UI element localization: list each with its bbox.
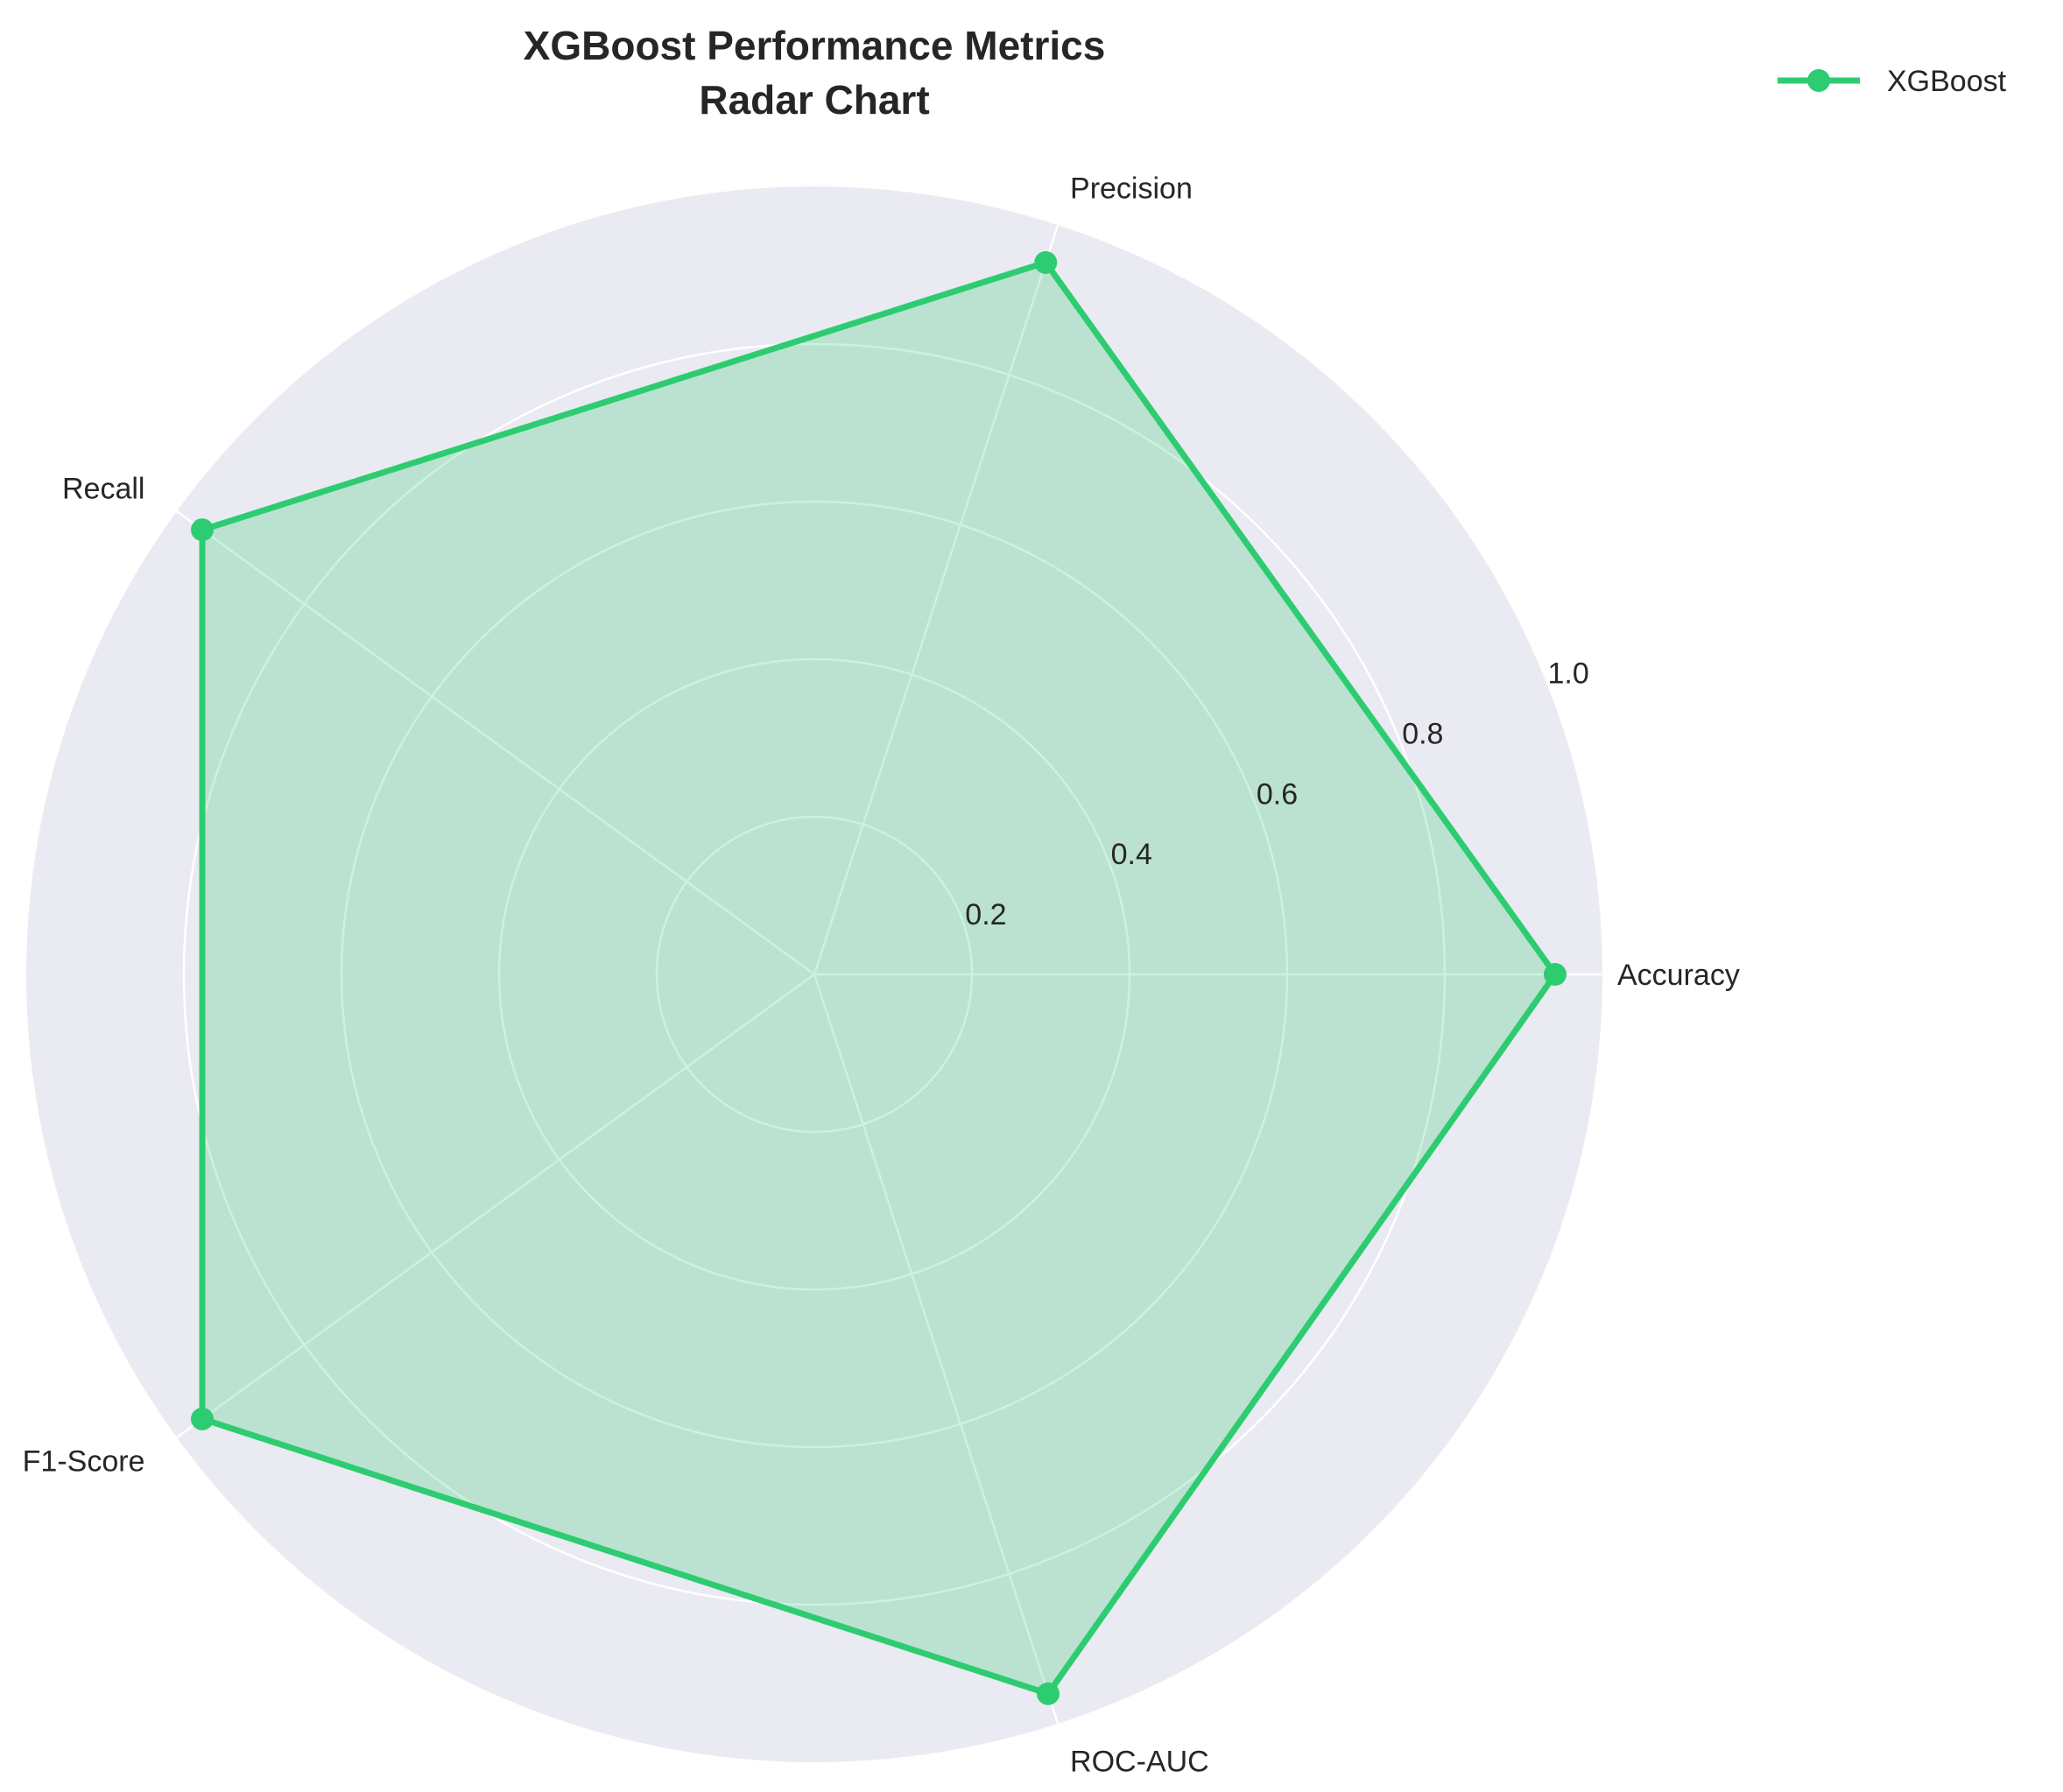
- data-point-precision: [1034, 250, 1058, 274]
- series-line: [199, 258, 1560, 1697]
- data-point-roc-auc: [1036, 1682, 1060, 1705]
- category-label-roc-auc: ROC-AUC: [1070, 1746, 1209, 1779]
- grid-spoke: [813, 224, 1060, 975]
- grid-spoke: [176, 509, 815, 976]
- radial-tick-label: 1.0: [1547, 657, 1588, 691]
- category-label-accuracy: Accuracy: [1617, 959, 1740, 992]
- radial-tick-labels: 0.2 0.4 0.6 0.8 1.0: [965, 657, 1588, 932]
- chart-title-line-1: XGBoost Performance Metrics: [524, 23, 1106, 68]
- category-label-recall: Recall: [62, 473, 144, 506]
- legend-point-marker: [1807, 69, 1830, 92]
- legend: XGBoost: [1778, 65, 2007, 98]
- radial-tick-label: 0.4: [1111, 838, 1152, 871]
- grid-spoke: [813, 973, 1060, 1725]
- radial-tick-label: 0.2: [965, 898, 1006, 931]
- category-label-precision: Precision: [1070, 172, 1193, 205]
- data-point-recall: [191, 518, 215, 542]
- grid-spokes: [176, 224, 1602, 1725]
- category-labels: Accuracy Precision Recall F1-Score ROC-AUC: [23, 172, 1740, 1778]
- chart-title-line-2: Radar Chart: [699, 77, 929, 123]
- series-layer: [191, 250, 1567, 1705]
- category-label-f1-score: F1-Score: [23, 1444, 145, 1478]
- data-point-accuracy: [1544, 963, 1567, 986]
- radial-tick-label: 0.6: [1257, 777, 1298, 811]
- grid-spoke: [176, 973, 815, 1439]
- series-area-fill: [202, 262, 1555, 1694]
- data-point-f1-score: [191, 1407, 215, 1430]
- radial-tick-label: 0.8: [1402, 717, 1443, 750]
- chart-title: XGBoost Performance Metrics Radar Chart: [524, 23, 1106, 123]
- legend-entry-xgboost: XGBoost: [1887, 65, 2007, 98]
